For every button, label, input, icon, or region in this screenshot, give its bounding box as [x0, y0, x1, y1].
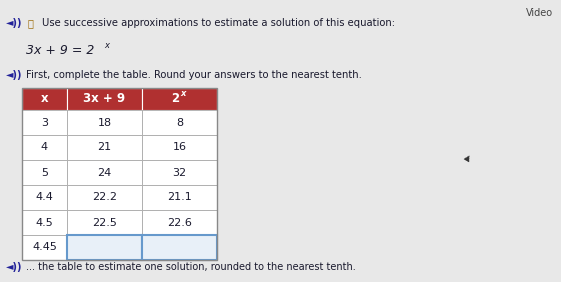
Bar [22, 88, 217, 260]
Text: 24: 24 [98, 168, 112, 177]
Text: 4: 4 [41, 142, 48, 153]
Text: ▲: ▲ [463, 153, 473, 164]
Text: 32: 32 [172, 168, 187, 177]
Bar [22, 160, 67, 185]
Bar [22, 135, 67, 160]
Text: x: x [41, 92, 48, 105]
Bar [142, 210, 217, 235]
Text: 22.2: 22.2 [92, 193, 117, 202]
Bar [142, 160, 217, 185]
Bar [67, 185, 142, 210]
Bar [67, 160, 142, 185]
Bar [142, 135, 217, 160]
Text: ◄)): ◄)) [6, 70, 22, 80]
Bar [142, 88, 217, 110]
Bar [22, 235, 67, 260]
Text: 5: 5 [41, 168, 48, 177]
Text: First, complete the table. Round your answers to the nearest tenth.: First, complete the table. Round your an… [26, 70, 362, 80]
Text: 4.5: 4.5 [36, 217, 53, 228]
Bar [142, 110, 217, 135]
Text: 4.4: 4.4 [35, 193, 53, 202]
Bar [67, 135, 142, 160]
Text: 16: 16 [172, 142, 186, 153]
Text: x: x [104, 41, 109, 50]
Text: 2: 2 [172, 92, 180, 105]
Text: 3x + 9: 3x + 9 [84, 92, 126, 105]
Text: 3: 3 [41, 118, 48, 127]
Text: Video: Video [526, 8, 553, 18]
Bar [22, 210, 67, 235]
Bar [67, 110, 142, 135]
Text: 18: 18 [98, 118, 112, 127]
Text: ... the table to estimate one solution, rounded to the nearest tenth.: ... the table to estimate one solution, … [26, 262, 356, 272]
Text: 22.6: 22.6 [167, 217, 192, 228]
Bar [142, 235, 217, 260]
Text: 22.5: 22.5 [92, 217, 117, 228]
Bar [22, 88, 67, 110]
Text: 8: 8 [176, 118, 183, 127]
Bar [67, 88, 142, 110]
Text: 21: 21 [98, 142, 112, 153]
Bar [22, 185, 67, 210]
Text: 4.45: 4.45 [32, 243, 57, 252]
Text: x: x [181, 89, 186, 98]
Text: ◄)): ◄)) [6, 18, 22, 28]
Text: ◄)): ◄)) [6, 262, 22, 272]
Text: ⒡: ⒡ [28, 18, 34, 28]
Bar [67, 210, 142, 235]
Bar [22, 110, 67, 135]
Text: Use successive approximations to estimate a solution of this equation:: Use successive approximations to estimat… [42, 18, 395, 28]
Bar [142, 185, 217, 210]
Text: 3x + 9 = 2: 3x + 9 = 2 [26, 44, 94, 57]
Text: 21.1: 21.1 [167, 193, 192, 202]
Bar [67, 235, 142, 260]
